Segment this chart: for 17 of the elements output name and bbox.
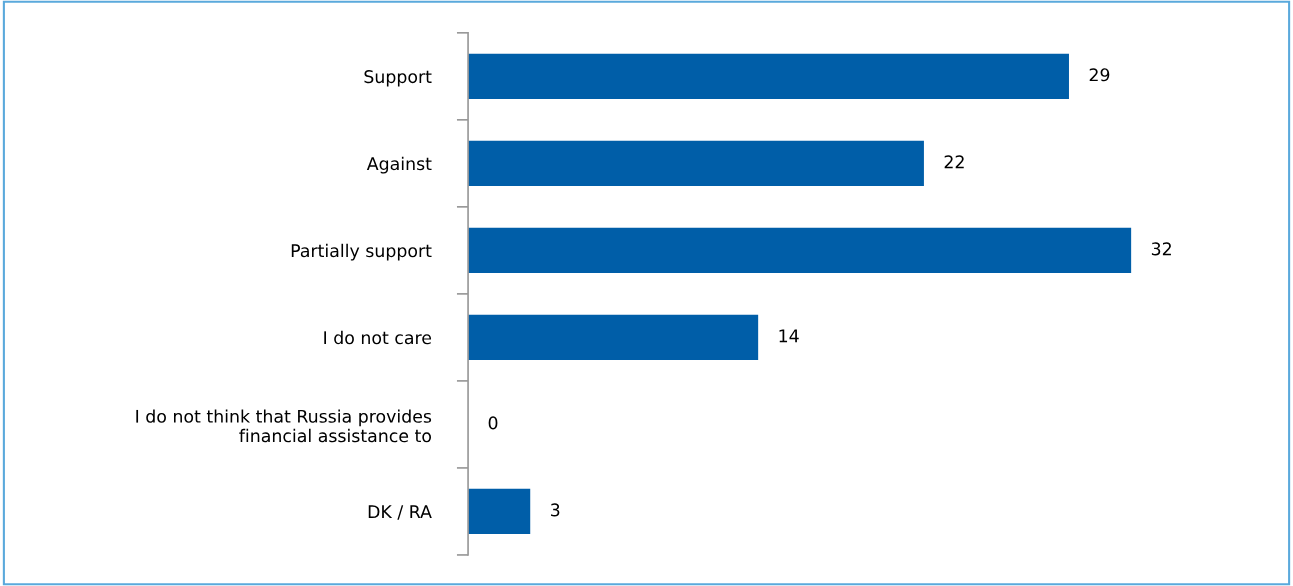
- data-label: 32: [1151, 242, 1171, 256]
- y-tick-label: Support: [364, 70, 432, 87]
- bar: [468, 53, 1069, 99]
- data-label: 29: [1089, 68, 1110, 82]
- y-tick-label: I do not think that Russia provides financial assistance to: [136, 409, 432, 443]
- bar: [468, 140, 924, 186]
- data-label: 3: [551, 503, 560, 517]
- y-tick-label: DK / RA: [368, 505, 432, 520]
- data-label: 0: [488, 416, 498, 430]
- y-tick-label: I do not care: [324, 330, 432, 345]
- bar: [468, 488, 531, 535]
- y-tick-label: Partially support: [291, 243, 432, 261]
- y-tick-label: Against: [366, 156, 432, 174]
- bar: [468, 314, 759, 361]
- bar: [468, 227, 1132, 273]
- data-label: 14: [779, 329, 799, 343]
- data-label: 22: [944, 155, 964, 169]
